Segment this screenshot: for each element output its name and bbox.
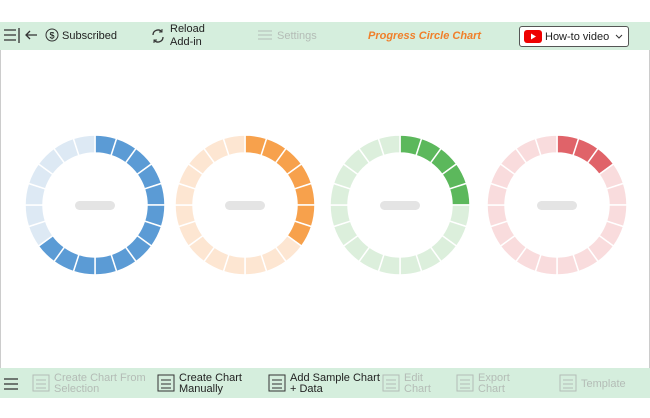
ring-segment [72,134,96,157]
button-label[interactable]: Manually [179,383,224,395]
settings-icon [258,30,272,40]
progress-ring [174,134,316,276]
button-icon [456,374,474,392]
button-icon [268,374,286,392]
button-label[interactable]: Edit [404,372,423,384]
button-label[interactable]: Export [478,372,510,384]
button-label[interactable]: Create Chart [179,372,242,384]
button-label[interactable]: Chart [404,383,431,395]
button-label[interactable]: Template [581,378,626,390]
button-label[interactable]: Chart [478,383,505,395]
placeholder-label [380,201,420,210]
border [0,50,1,368]
progress-ring [329,134,471,276]
placeholder-label [75,201,115,210]
subscribed-icon: $ [45,28,59,42]
video-dropdown[interactable]: How-to video [519,26,629,47]
menu[interactable] [4,377,18,391]
subscribed[interactable]: Subscribed [62,30,118,42]
menu-back[interactable] [3,28,39,44]
progress-ring [24,134,166,276]
rings [24,134,628,276]
progress-ring [486,134,628,276]
settings[interactable]: Settings [277,30,317,42]
app-title: Progress Circle Chart [368,30,482,42]
video-label: How-to video [545,31,610,43]
button-icon [32,374,50,392]
placeholder-label [537,201,577,210]
ring-segment [222,134,246,157]
bottom-toolbar [0,368,650,398]
button-icon [382,374,400,392]
reload-icon [152,29,164,43]
ring-segment [377,134,401,157]
button-label[interactable]: Create Chart From [54,372,146,384]
svg-text:$: $ [49,31,54,41]
button-label[interactable]: Selection [54,383,100,395]
button-label[interactable]: + Data [290,383,323,395]
placeholder-label [225,201,265,210]
reload[interactable]: Reload [170,23,205,35]
reload[interactable]: Add-in [170,36,202,48]
button-icon [157,374,175,392]
button-icon [559,374,577,392]
button-label[interactable]: Add Sample Chart [290,372,380,384]
ring-segment [534,134,558,157]
